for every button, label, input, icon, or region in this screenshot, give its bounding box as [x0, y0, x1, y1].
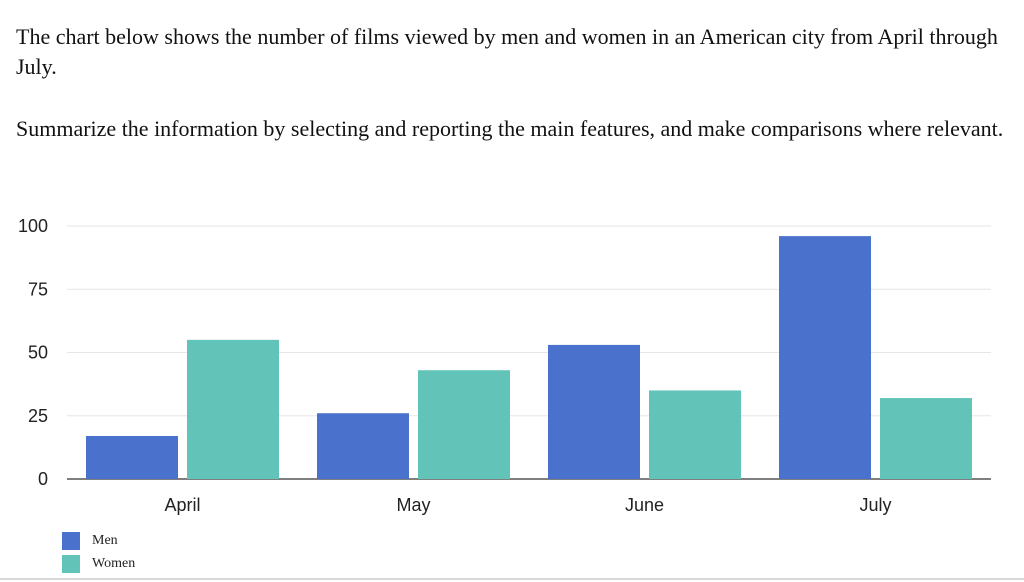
prompt-line-2: Summarize the information by selecting a… [16, 116, 1004, 141]
x-tick-label-june: June [625, 495, 664, 515]
y-tick-label-50: 50 [28, 343, 48, 363]
bar-men-may [317, 413, 409, 479]
legend-swatch-women [62, 554, 80, 573]
legend-item-men: Men [62, 529, 135, 552]
x-tick-label-may: May [396, 495, 430, 515]
legend-swatch-men [62, 531, 80, 550]
bars [86, 236, 972, 479]
bar-women-july [880, 398, 972, 479]
y-axis-ticks: 0 25 50 75 100 [18, 216, 48, 489]
bar-men-april [86, 435, 178, 479]
bar-chart: 0 25 50 75 100 April May June July [18, 216, 991, 515]
legend-item-women: Women [62, 552, 135, 575]
bar-women-june [649, 390, 741, 479]
y-tick-label-75: 75 [28, 279, 48, 299]
prompt-line-1: The chart below shows the number of film… [16, 24, 998, 79]
bar-men-june [548, 344, 640, 479]
y-tick-label-0: 0 [38, 469, 48, 489]
task-prompt: The chart below shows the number of film… [16, 22, 1011, 144]
x-tick-label-april: April [164, 495, 200, 515]
x-tick-label-july: July [859, 495, 891, 515]
legend-label-men: Men [92, 532, 118, 548]
y-tick-label-100: 100 [18, 216, 48, 236]
y-tick-label-25: 25 [28, 406, 48, 426]
bar-women-april [187, 339, 279, 479]
bar-women-may [418, 370, 510, 479]
legend: Men Women [62, 529, 135, 575]
bottom-divider [0, 578, 1024, 580]
bar-men-july [779, 236, 871, 479]
x-axis-ticks: April May June July [164, 495, 891, 515]
legend-label-women: Women [92, 555, 136, 571]
